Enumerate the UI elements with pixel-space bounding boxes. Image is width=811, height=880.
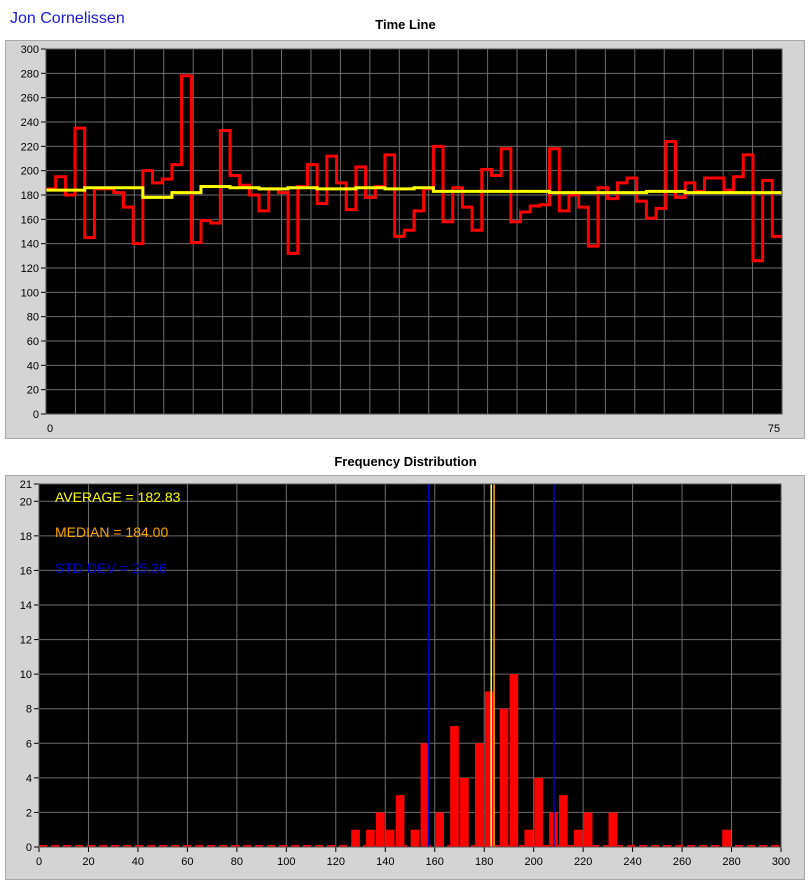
y-tick-label: 20	[27, 385, 39, 397]
running-average-series	[46, 184, 782, 199]
x-tick-label: 280	[722, 856, 740, 868]
plot-border	[38, 483, 782, 848]
y-tick-label: 16	[20, 565, 32, 577]
x-tick-label: 300	[772, 856, 790, 868]
histogram-bar	[608, 812, 618, 847]
plot-area	[39, 484, 781, 847]
x-tick-label: 100	[277, 856, 295, 868]
x-tick-label: 120	[327, 856, 345, 868]
y-tick-label: 0	[33, 409, 39, 421]
histogram-bar	[435, 812, 445, 847]
x-tick-label: 0	[36, 856, 42, 868]
y-tick-label: 160	[21, 214, 39, 226]
histogram-bar	[499, 708, 509, 847]
x-tick-label: 60	[181, 856, 193, 868]
histogram-bar	[524, 829, 534, 847]
histogram-bar	[410, 829, 420, 847]
plot-border	[45, 48, 783, 415]
frequency-chart: 0 20 40 60 80 100 120 140 160 180 200 220 240 260 280 3…	[20, 479, 790, 868]
x-tick-label: 40	[132, 856, 144, 868]
y-tick-label: 4	[26, 773, 32, 785]
histogram-bar	[366, 829, 375, 847]
histogram-bar	[460, 777, 469, 847]
histogram-bar	[722, 829, 731, 847]
histogram-bar	[559, 795, 568, 847]
median-annotation: MEDIAN = 184.00	[55, 524, 168, 540]
histogram-bar	[385, 829, 395, 847]
std-dev-annotation: STD DEV = 25.36	[55, 560, 167, 576]
histogram-bar	[395, 795, 405, 847]
frequency-chart-panel: 0 20 40 60 80 100 120 140 160 180 200 220 240 260 280 3…	[5, 475, 805, 880]
raw-value-series	[46, 74, 782, 263]
x-tick-label: 80	[231, 856, 243, 868]
x-tick-label: 220	[574, 856, 592, 868]
y-tick-label: 21	[20, 479, 32, 491]
histogram-bar	[534, 777, 543, 847]
y-tick-label: 14	[20, 600, 32, 612]
x-tick-label: 75	[768, 423, 780, 435]
y-tick-label: 240	[21, 117, 39, 129]
timeline-chart-title: Time Line	[375, 17, 436, 32]
y-tick-label: 180	[21, 190, 39, 202]
y-tick-label: 40	[27, 360, 39, 372]
histogram-bar	[583, 812, 593, 847]
y-tick-label: 280	[21, 68, 39, 80]
y-tick-label: 0	[26, 842, 32, 854]
histogram-bar	[474, 743, 484, 847]
histogram-bar	[351, 829, 360, 847]
y-tick-label: 60	[27, 336, 39, 348]
x-tick-label: 0	[47, 423, 53, 435]
y-tick-label: 8	[26, 704, 32, 716]
histogram-bar	[509, 674, 519, 847]
x-tick-label: 200	[524, 856, 542, 868]
y-tick-label: 300	[21, 44, 39, 56]
app-title: Jon Cornelissen	[10, 10, 125, 27]
y-tick-label: 18	[20, 531, 32, 543]
histogram-bar	[484, 691, 494, 847]
y-tick-label: 120	[21, 263, 39, 275]
frequency-chart-title: Frequency Distribution	[334, 454, 477, 469]
histogram-bar	[420, 743, 430, 847]
average-annotation: AVERAGE = 182.83	[55, 489, 181, 505]
y-tick-label: 20	[20, 496, 32, 508]
y-tick-label: 100	[21, 287, 39, 299]
x-tick-label: 260	[673, 856, 691, 868]
x-tick-label: 140	[376, 856, 394, 868]
histogram-bar	[573, 829, 583, 847]
x-tick-label: 240	[623, 856, 641, 868]
x-tick-label: 180	[475, 856, 493, 868]
x-tick-label: 20	[82, 856, 94, 868]
y-tick-label: 200	[21, 166, 39, 178]
y-tick-label: 6	[26, 738, 32, 750]
y-tick-label: 140	[21, 239, 39, 251]
timeline-chart: 0 20 40 60 80 100 120 140 160 180 200 220 240 260 280 3…	[21, 44, 783, 435]
y-tick-label: 10	[20, 669, 32, 681]
y-tick-label: 220	[21, 141, 39, 153]
y-tick-label: 2	[26, 807, 32, 819]
y-tick-label: 80	[27, 312, 39, 324]
y-tick-label: 260	[21, 93, 39, 105]
y-tick-label: 12	[20, 635, 32, 647]
histogram-bar	[450, 726, 459, 847]
timeline-chart-panel: 0 20 40 60 80 100 120 140 160 180 200 220 240 260 280 3…	[5, 40, 805, 439]
x-tick-label: 160	[426, 856, 444, 868]
histogram-bar	[375, 812, 385, 847]
